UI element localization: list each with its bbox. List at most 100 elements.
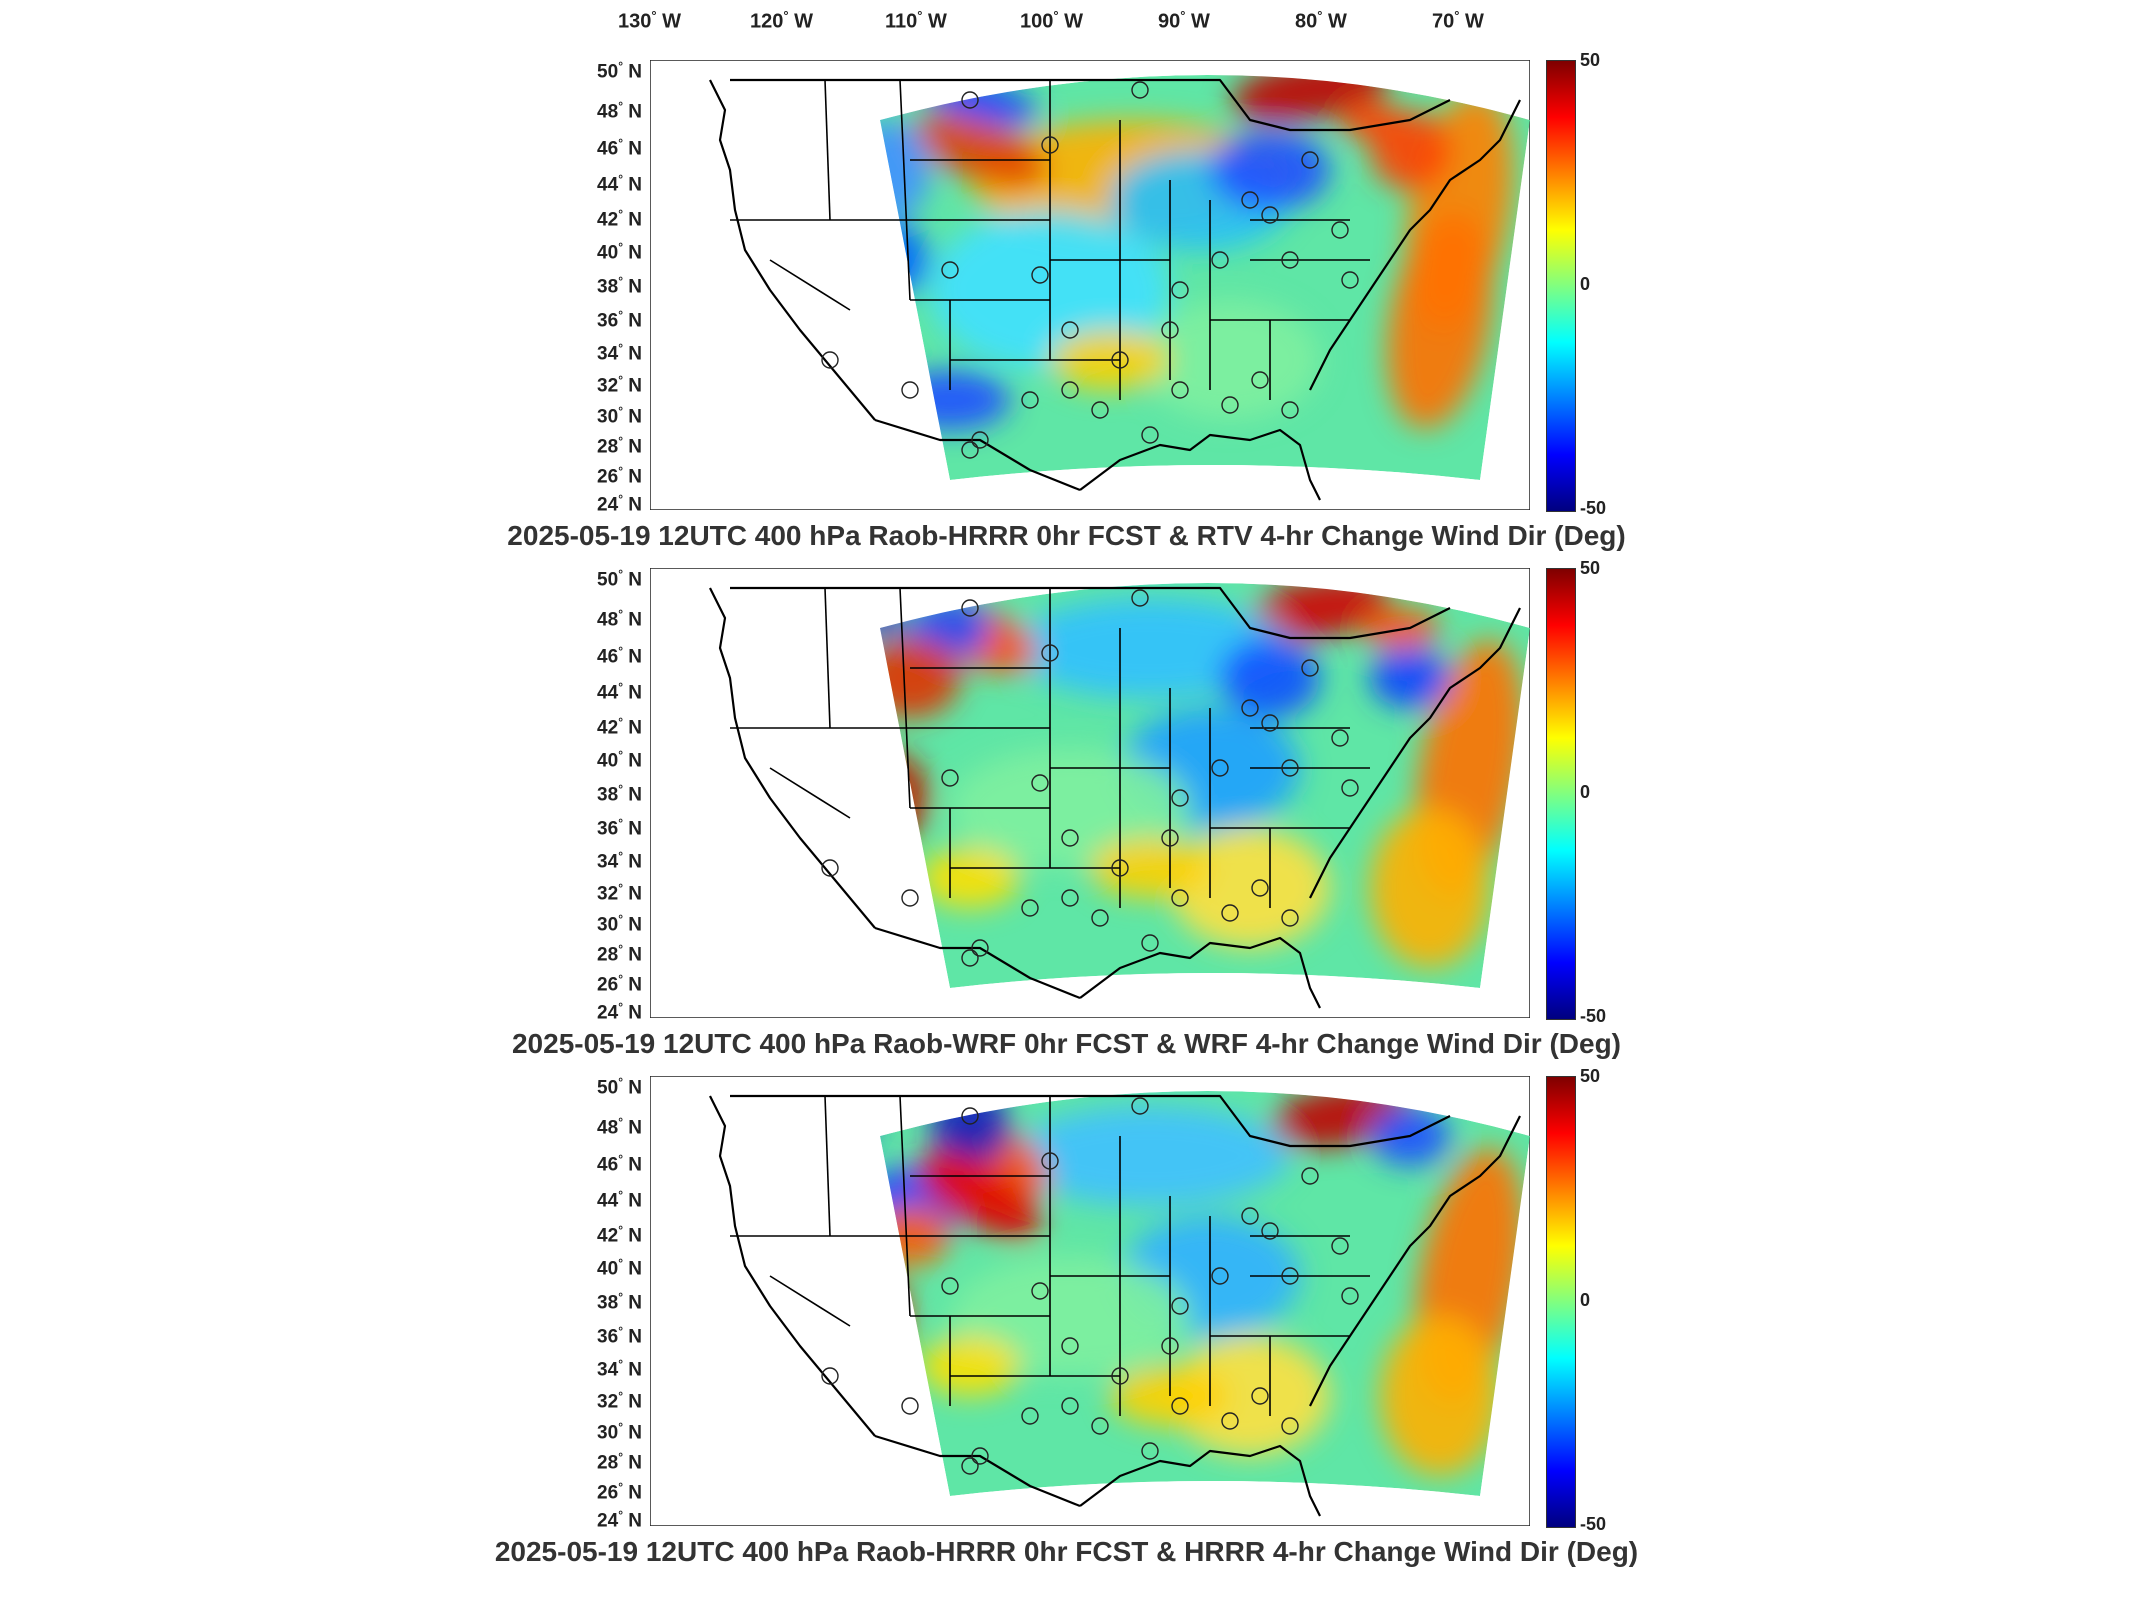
latitude-label: 42° N (597, 1222, 642, 1246)
station-marker (1221, 1412, 1239, 1430)
latitude-label: 36° N (597, 307, 642, 331)
station-marker (971, 939, 989, 957)
wind-direction-field (880, 583, 1530, 988)
colorbar-tick-min: -50 (1580, 1514, 1607, 1534)
station-marker (1161, 321, 1179, 339)
map-boundaries (709, 1094, 1521, 1517)
colorbar-tick-zero: 0 (1580, 782, 1591, 802)
station-marker (971, 1447, 989, 1465)
station-marker (1341, 1287, 1359, 1305)
map-area (650, 568, 1530, 1018)
latitude-label: 30° N (597, 1419, 642, 1443)
station-marker (1111, 351, 1129, 369)
station-marker (1031, 774, 1049, 792)
anomaly-region (920, 848, 1020, 908)
colorbar-tick-min: -50 (1580, 1006, 1607, 1026)
latitude-label: 24° N (597, 1000, 642, 1024)
latitude-label: 36° N (597, 1323, 642, 1347)
latitude-label: 28° N (597, 1450, 642, 1474)
latitude-label: 32° N (597, 1388, 642, 1413)
latitude-label: 26° N (597, 971, 642, 996)
state-border (769, 1275, 851, 1327)
station-marker (1021, 391, 1039, 409)
anomaly-region (950, 748, 1190, 868)
station-marker (1261, 206, 1279, 224)
latitude-label: 30° N (597, 403, 642, 427)
coastline (709, 587, 876, 929)
anomaly-region (1140, 300, 1320, 420)
latitude-label: 48° N (597, 99, 642, 123)
station-marker (1251, 371, 1269, 389)
station-marker (1281, 1267, 1299, 1285)
latitude-label: 40° N (597, 1255, 642, 1280)
station-marker (961, 599, 979, 617)
station-marker (821, 1367, 839, 1385)
coastline (1079, 1444, 1321, 1517)
station-marker (1301, 151, 1319, 169)
map-area (650, 60, 1530, 510)
station-marker (1341, 271, 1359, 289)
anomaly-region (1370, 648, 1450, 708)
station-marker (1061, 1397, 1079, 1415)
anomaly-region (1387, 211, 1493, 429)
station-marker (1171, 789, 1189, 807)
station-marker (961, 91, 979, 109)
latitude-label: 44° N (597, 172, 642, 196)
panel-title: 2025-05-19 12UTC 400 hPa Raob-HRRR 0hr F… (507, 520, 1626, 551)
map-panel-rtv: 50 0 -50 2025-05-19 12UTC 400 hPa Raob-H… (0, 50, 2133, 562)
station-marker (1301, 659, 1319, 677)
station-marker (961, 1107, 979, 1125)
raob-stations (821, 589, 1359, 967)
latitude-label: 42° N (597, 714, 642, 738)
latitude-label: 28° N (597, 942, 642, 966)
station-marker (1091, 401, 1109, 419)
anomaly-region (917, 1152, 1043, 1240)
station-marker (1161, 829, 1179, 847)
state-border (824, 587, 831, 729)
station-marker (1341, 779, 1359, 797)
station-marker (941, 769, 959, 787)
state-border (899, 587, 911, 809)
state-border (769, 259, 851, 311)
longitude-label: 100° W (1020, 8, 1084, 33)
station-marker (1041, 644, 1059, 662)
station-marker (1331, 221, 1349, 239)
latitude-label: 40° N (597, 239, 642, 264)
longitude-label: 120° W (750, 8, 814, 33)
station-marker (1091, 909, 1109, 927)
anomaly-region (1210, 130, 1330, 210)
coastline (730, 1094, 1451, 1148)
station-marker (1331, 729, 1349, 747)
latitude-label: 42° N (597, 206, 642, 230)
station-marker (1241, 699, 1259, 717)
latitude-label: 44° N (597, 680, 642, 704)
station-marker (1061, 1337, 1079, 1355)
latitude-label: 34° N (597, 1356, 642, 1381)
coastline (730, 78, 1451, 132)
station-marker (1131, 81, 1149, 99)
station-marker (1021, 899, 1039, 917)
coastline (709, 79, 876, 421)
station-marker (1251, 879, 1269, 897)
station-marker (901, 1397, 919, 1415)
coastline (1309, 99, 1521, 391)
station-marker (961, 949, 979, 967)
station-marker (1261, 714, 1279, 732)
colorbar (1546, 568, 1576, 1020)
raob-stations (821, 81, 1359, 459)
latitude-label: 44° N (597, 1188, 642, 1212)
state-border (824, 1095, 831, 1237)
anomaly-region (1220, 638, 1320, 718)
latitude-label: 32° N (597, 372, 642, 397)
station-marker (901, 381, 919, 399)
coastline (874, 418, 1081, 492)
anomaly-region (950, 1256, 1190, 1376)
map-panel-wrf: 50 0 -50 2025-05-19 12UTC 400 hPa Raob-W… (0, 558, 2133, 1070)
map-panel-hrrr: 50 0 -50 2025-05-19 12UTC 400 hPa Raob-H… (0, 1066, 2133, 1578)
station-marker (1131, 1097, 1149, 1115)
latitude-label: 24° N (597, 492, 642, 516)
station-marker (1141, 426, 1159, 444)
station-marker (1171, 1397, 1189, 1415)
raob-stations (821, 1097, 1359, 1475)
station-marker (1141, 1442, 1159, 1460)
